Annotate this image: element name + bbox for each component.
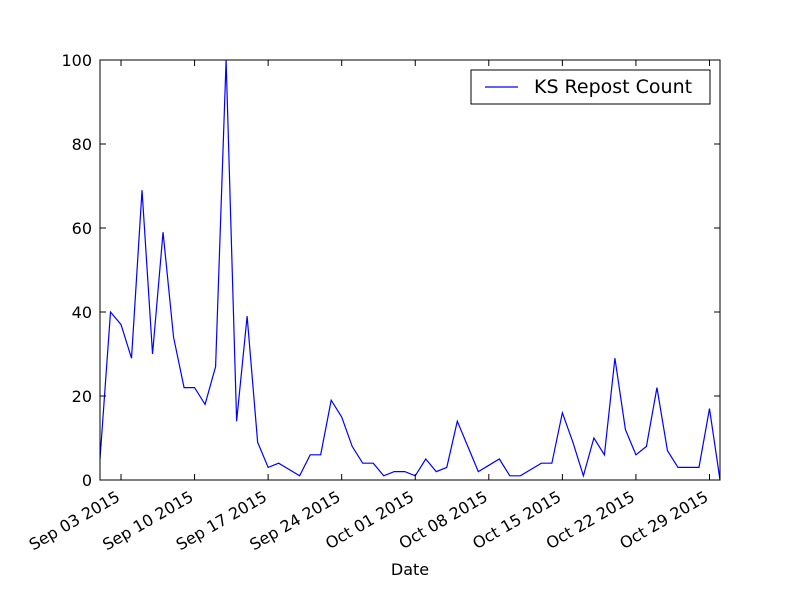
series-line-0 [99,59,721,481]
y-tick-label: 0 [82,471,92,490]
y-tick-label: 80 [72,135,92,154]
legend: KS Repost Count [470,69,711,105]
plot-frame [99,59,721,481]
y-tick-label: 20 [72,387,92,406]
series-layer [99,59,721,481]
legend-label: KS Repost Count [534,76,692,98]
y-tick-label: 100 [61,51,92,70]
y-tick-label: 40 [72,303,92,322]
x-axis-title: Date [391,560,429,579]
plot-area [100,60,720,480]
y-tick-label: 60 [72,219,92,238]
y-axis: 0 20 40 60 80 100 [61,51,720,490]
